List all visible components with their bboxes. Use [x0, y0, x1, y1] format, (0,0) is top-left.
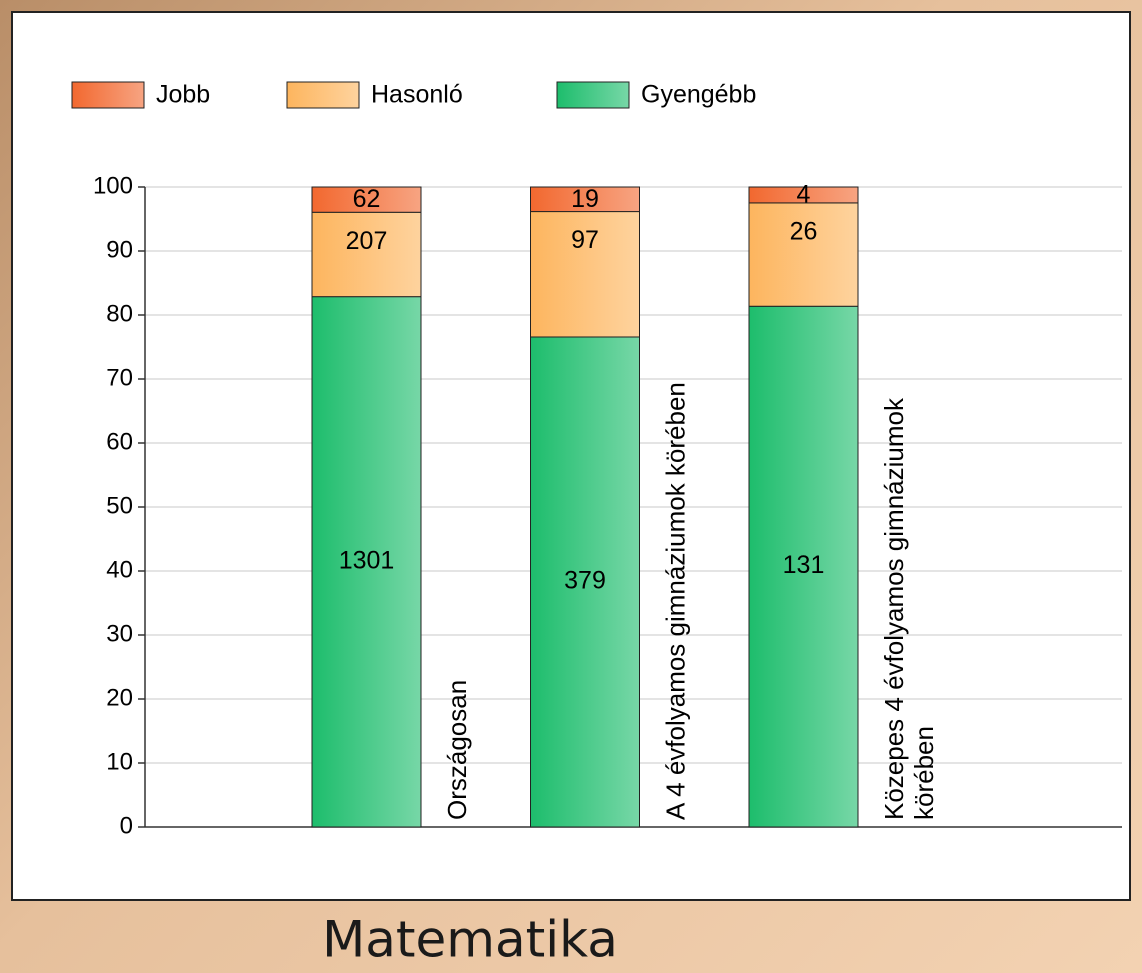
y-tick-label: 50: [106, 492, 133, 519]
y-tick-label: 100: [93, 172, 133, 199]
y-tick-label: 10: [106, 748, 133, 775]
legend-swatch: [556, 81, 630, 109]
y-tick-label: 0: [120, 812, 133, 839]
y-tick-label: 70: [106, 364, 133, 391]
x-category-label: A 4 évfolyamos gimnáziumok körében: [660, 382, 690, 820]
data-label: 1301: [339, 546, 395, 574]
bar-segment: [311, 186, 422, 213]
bar-segment: [530, 336, 640, 828]
data-label: 97: [571, 226, 599, 254]
legend-label: Hasonló: [371, 81, 463, 109]
legend-swatch: [286, 81, 360, 109]
bar-segment: [311, 296, 422, 828]
bar-segment: [748, 305, 859, 828]
legend-label: Gyengébb: [641, 81, 756, 109]
data-label: 379: [564, 567, 606, 595]
y-tick-label: 40: [106, 556, 133, 583]
data-label: 62: [353, 185, 381, 213]
x-category-label: Közepes 4 évfolyamos gimnáziumok körében: [879, 391, 939, 820]
bar-segment: [748, 202, 859, 307]
data-label: 4: [797, 181, 811, 209]
y-tick-label: 20: [106, 684, 133, 711]
legend-label: Jobb: [156, 81, 210, 109]
y-tick-label: 80: [106, 300, 133, 327]
y-tick-label: 30: [106, 620, 133, 647]
bar-segment: [748, 186, 859, 204]
y-tick-label: 60: [106, 428, 133, 455]
data-label: 26: [790, 218, 818, 246]
data-label: 207: [346, 227, 388, 255]
x-category-label: Országosan: [442, 680, 472, 820]
data-label: 131: [783, 551, 825, 579]
legend-swatch: [71, 81, 145, 109]
y-tick-label: 90: [106, 236, 133, 263]
data-label: 19: [571, 185, 599, 213]
bar-segment: [530, 186, 640, 213]
page-title: Matematika: [322, 911, 618, 969]
bar-segment: [530, 211, 640, 338]
